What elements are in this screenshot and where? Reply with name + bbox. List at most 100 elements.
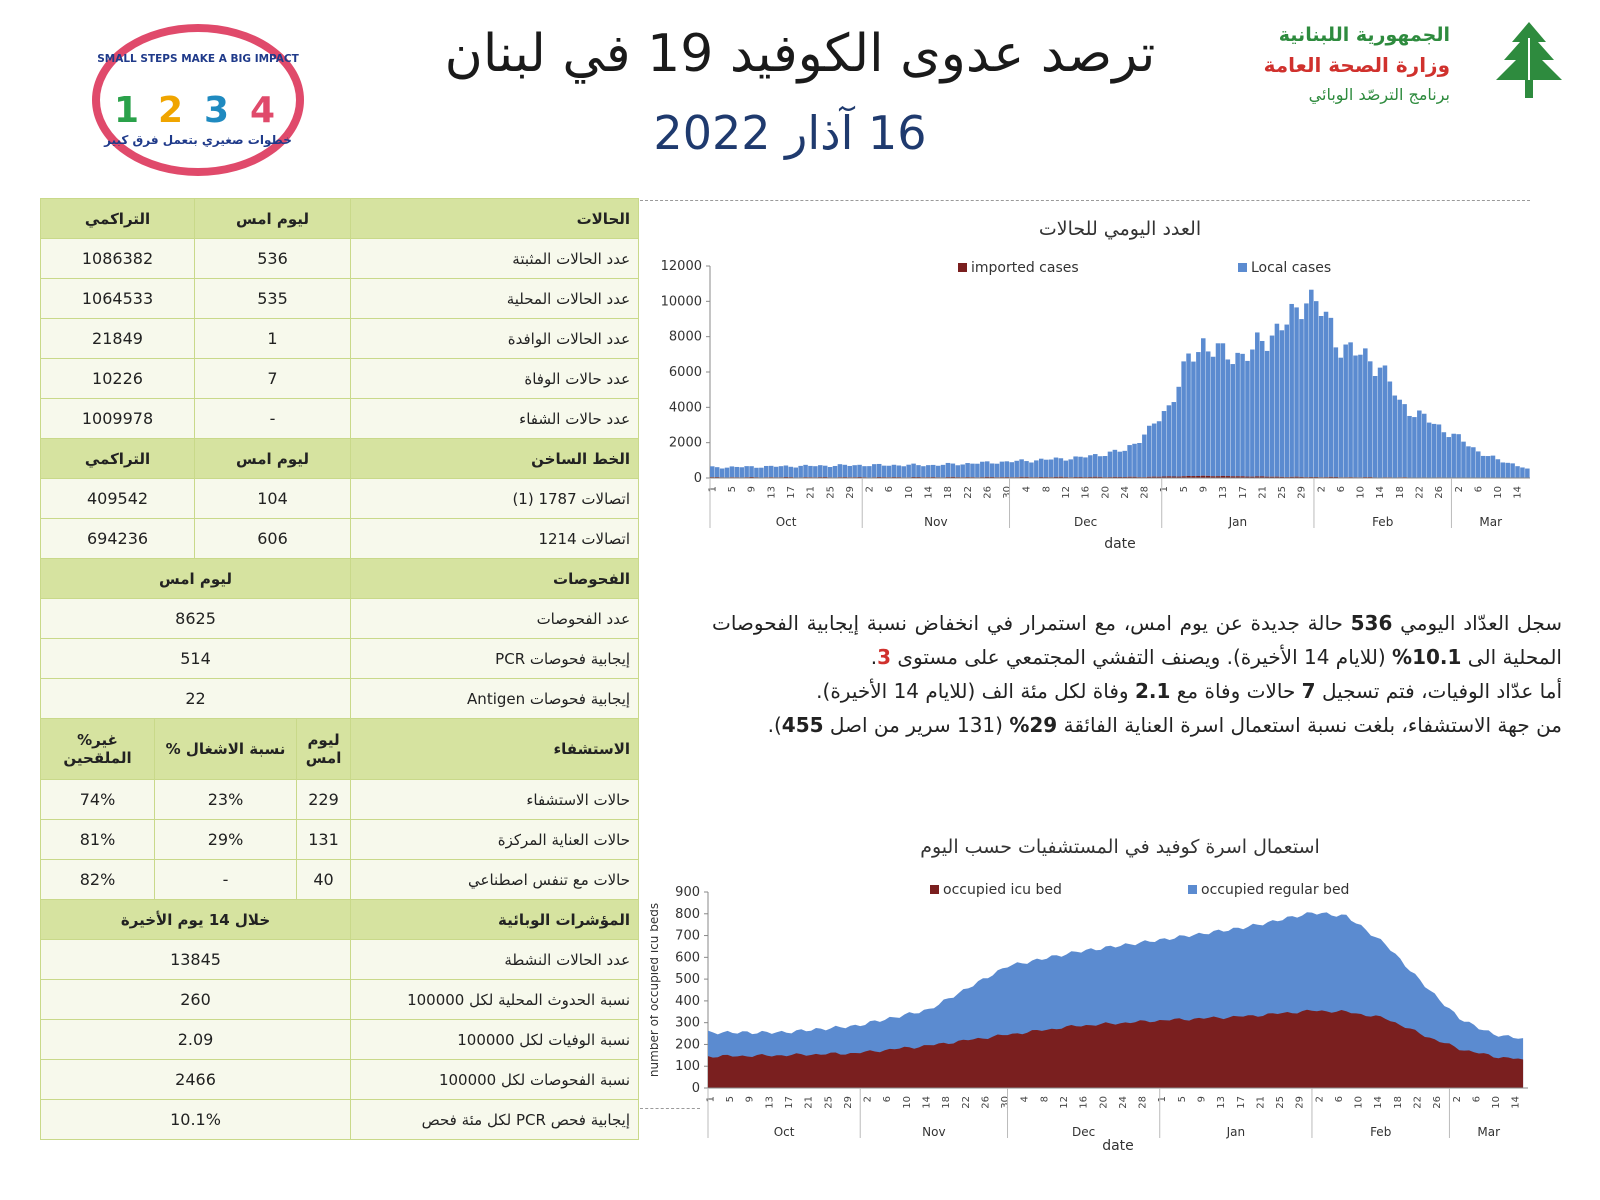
y-tick-label: 900: [675, 885, 700, 900]
local-cases-bar: [1333, 347, 1339, 477]
x-day-label: 10: [1493, 486, 1504, 499]
header-cell: الحالات: [350, 198, 640, 239]
local-cases-bar: [832, 465, 838, 478]
legend-label: imported cases: [971, 260, 1079, 276]
header-cell: % نسبة الاشغال: [153, 718, 298, 780]
row-label: حالات العناية المركزة: [350, 819, 640, 860]
local-cases-bar: [1382, 365, 1388, 478]
cell: 606: [194, 518, 352, 559]
summary-cases-paragraph: سجل العدّاد اليومي 536 حالة جديدة عن يوم…: [712, 606, 1562, 674]
imported-cases-bar: [1245, 476, 1250, 478]
imported-cases-bar: [1181, 476, 1186, 478]
local-cases-bar: [1456, 434, 1461, 478]
local-cases-bar: [818, 465, 823, 478]
legend-swatch: [958, 263, 967, 272]
x-day-label: 26: [982, 486, 993, 499]
local-cases-bar: [1299, 319, 1304, 477]
local-cases-bar: [1294, 307, 1299, 477]
header-cell: الاستشفاء: [350, 718, 640, 780]
month-label: Nov: [922, 1125, 945, 1139]
x-day-label: 6: [882, 1096, 893, 1102]
local-cases-bar: [1161, 411, 1167, 477]
local-cases-bar: [970, 463, 975, 478]
imported-cases-bar: [1225, 476, 1231, 478]
local-cases-bar: [1063, 460, 1069, 478]
x-day-label: 2: [1314, 1096, 1325, 1102]
imported-cases-bar: [1147, 476, 1152, 478]
local-cases-bar: [1205, 351, 1211, 476]
header-cell: الخط الساخن: [350, 438, 640, 479]
local-cases-bar: [1225, 359, 1231, 477]
header-cell: خلال 14 يوم الأخيرة: [39, 899, 352, 940]
x-day-label: 6: [884, 486, 895, 492]
local-cases-bar: [1127, 445, 1132, 477]
x-day-label: 12: [1061, 486, 1072, 499]
row-label: إيجابية فحص PCR لكل مئة فحص: [350, 1099, 640, 1140]
local-cases-bar: [935, 465, 941, 478]
imported-cases-bar: [950, 476, 956, 478]
local-cases-bar: [1510, 463, 1515, 478]
local-cases-bar: [1255, 332, 1260, 477]
local-cases-bar: [744, 466, 749, 478]
local-cases-bar: [1461, 441, 1466, 478]
cell: 535: [194, 278, 352, 319]
x-day-label: 6: [1334, 1096, 1345, 1102]
local-cases-bar: [1083, 457, 1088, 478]
imported-cases-bar: [1201, 475, 1206, 478]
cell: 694236: [39, 518, 196, 559]
x-day-label: 5: [1179, 486, 1190, 492]
y-tick-label: 2000: [669, 436, 702, 451]
local-cases-bar: [1245, 360, 1250, 477]
imported-cases-bar: [1156, 476, 1162, 478]
imported-cases-bar: [1092, 476, 1098, 478]
x-day-label: 24: [1120, 486, 1131, 499]
local-cases-bar: [1176, 386, 1181, 477]
local-cases-bar: [1230, 364, 1235, 477]
death-rate-value: 2.1: [1134, 679, 1171, 703]
local-cases-bar: [1088, 455, 1093, 477]
x-day-label: 4: [1020, 1096, 1031, 1102]
cell: 1086382: [39, 238, 196, 279]
text-run: .: [870, 645, 878, 669]
local-cases-bar: [1372, 375, 1378, 478]
y-tick-label: 600: [675, 950, 700, 965]
cell: 74%: [40, 779, 155, 820]
local-cases-bar: [891, 464, 897, 478]
x-day-label: 10: [1491, 1096, 1502, 1109]
table-row: 1009978- عدد حالات الشفاء: [39, 398, 640, 439]
local-cases-bar: [911, 463, 916, 478]
local-cases-bar: [1259, 340, 1265, 477]
imported-cases-bar: [1210, 476, 1216, 478]
local-cases-bar: [1107, 451, 1113, 478]
x-day-label: 2: [1316, 486, 1327, 492]
stats-table: التراكمي ليوم امس الحالات 1086382 536 عدد …: [39, 198, 640, 1140]
legend-swatch: [1188, 885, 1197, 894]
local-cases-bar: [867, 466, 872, 478]
local-cases-bar: [999, 461, 1005, 478]
local-cases-bar: [980, 461, 985, 478]
legend-label: Local cases: [1251, 260, 1331, 276]
local-cases-bar: [926, 465, 931, 478]
x-day-label: 14: [1513, 486, 1524, 499]
imported-cases-bar: [1097, 476, 1103, 478]
row-label: إيجابية فحوصات PCR: [350, 638, 640, 679]
local-cases-bar: [1407, 415, 1412, 478]
month-label: Dec: [1072, 1125, 1095, 1139]
imported-cases-bar: [1274, 476, 1280, 478]
local-cases-bar: [1475, 451, 1481, 478]
local-cases-bar: [842, 464, 848, 478]
y-tick-label: 10000: [661, 294, 702, 309]
month-label: Mar: [1479, 515, 1502, 529]
local-cases-bar: [847, 465, 853, 478]
imported-cases-bar: [1264, 476, 1270, 478]
x-axis-label: date: [1104, 536, 1136, 552]
local-cases-bar: [965, 463, 970, 478]
x-day-label: 10: [904, 486, 915, 499]
x-day-label: 5: [725, 1096, 736, 1102]
x-day-label: 13: [1216, 1096, 1227, 1109]
local-cases-bar: [1068, 459, 1073, 478]
cell: 104: [194, 478, 352, 519]
month-label: Jan: [1226, 1125, 1246, 1139]
cell: 81%: [40, 819, 155, 860]
local-cases-bar: [1451, 433, 1456, 478]
